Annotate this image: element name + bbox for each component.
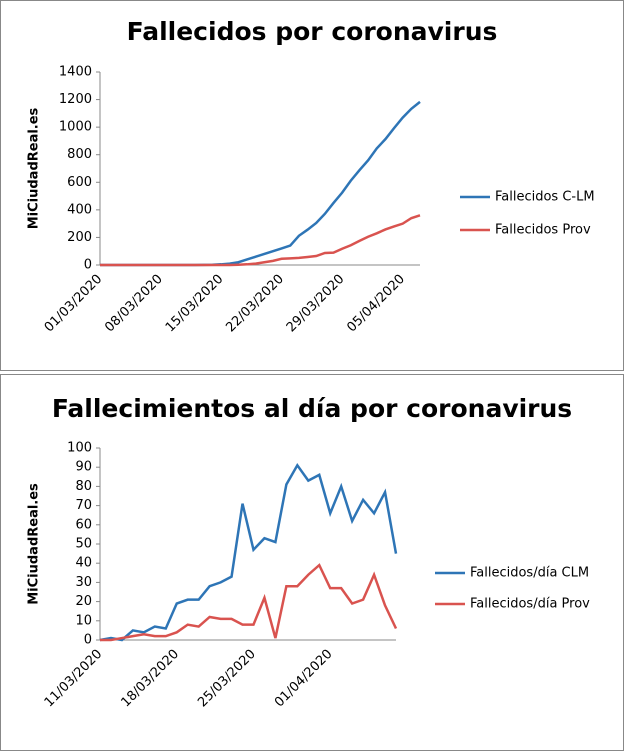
y-tick-label: 0: [84, 633, 92, 648]
chart-title: Fallecidos por coronavirus: [127, 17, 498, 46]
series-line: [100, 100, 421, 267]
x-tick-label: 29/03/2020: [284, 272, 348, 336]
y-tick-label: 40: [75, 556, 92, 571]
series-line: [100, 563, 398, 642]
x-tick-label: 01/04/2020: [272, 647, 336, 711]
series-line: [99, 462, 398, 642]
x-tick-label: 11/03/2020: [42, 647, 106, 711]
y-tick-label: 600: [67, 175, 92, 190]
y-tick-label: 80: [75, 479, 92, 494]
y-tick-label: 0: [84, 258, 92, 273]
legend-label: Fallecidos/día CLM: [470, 566, 589, 581]
y-tick-label: 1400: [59, 65, 92, 80]
x-tick-label: 01/03/2020: [42, 272, 106, 336]
x-tick-label: 18/03/2020: [118, 647, 182, 711]
y-tick-label: 50: [75, 537, 92, 552]
legend-label: Fallecidos C-LM: [495, 190, 595, 205]
y-tick-label: 60: [75, 517, 92, 532]
y-tick-label: 800: [67, 147, 92, 162]
chart-title: Fallecimientos al día por coronavirus: [52, 394, 572, 423]
legend-label: Fallecidos Prov: [495, 223, 591, 238]
x-tick-label: 08/03/2020: [102, 272, 166, 336]
y-tick-label: 100: [67, 441, 92, 456]
y-tick-label: 90: [75, 460, 92, 475]
y-tick-label: 1200: [59, 92, 92, 107]
series-line: [100, 214, 421, 267]
x-tick-label: 25/03/2020: [195, 647, 259, 711]
legend-label: Fallecidos/día Prov: [470, 597, 590, 612]
y-axis-label: MiCiudadReal.es: [27, 107, 42, 229]
panel-border: [0, 374, 624, 751]
x-tick-label: 05/04/2020: [344, 272, 408, 336]
y-tick-label: 200: [67, 230, 92, 245]
y-tick-label: 30: [75, 575, 92, 590]
x-tick-label: 22/03/2020: [223, 272, 287, 336]
y-tick-label: 70: [75, 498, 92, 513]
y-axis-label: MiCiudadReal.es: [27, 483, 42, 605]
y-tick-label: 10: [75, 613, 92, 628]
y-tick-label: 20: [75, 594, 92, 609]
x-tick-label: 15/03/2020: [163, 272, 227, 336]
y-tick-label: 1000: [59, 120, 92, 135]
y-tick-label: 400: [67, 202, 92, 217]
